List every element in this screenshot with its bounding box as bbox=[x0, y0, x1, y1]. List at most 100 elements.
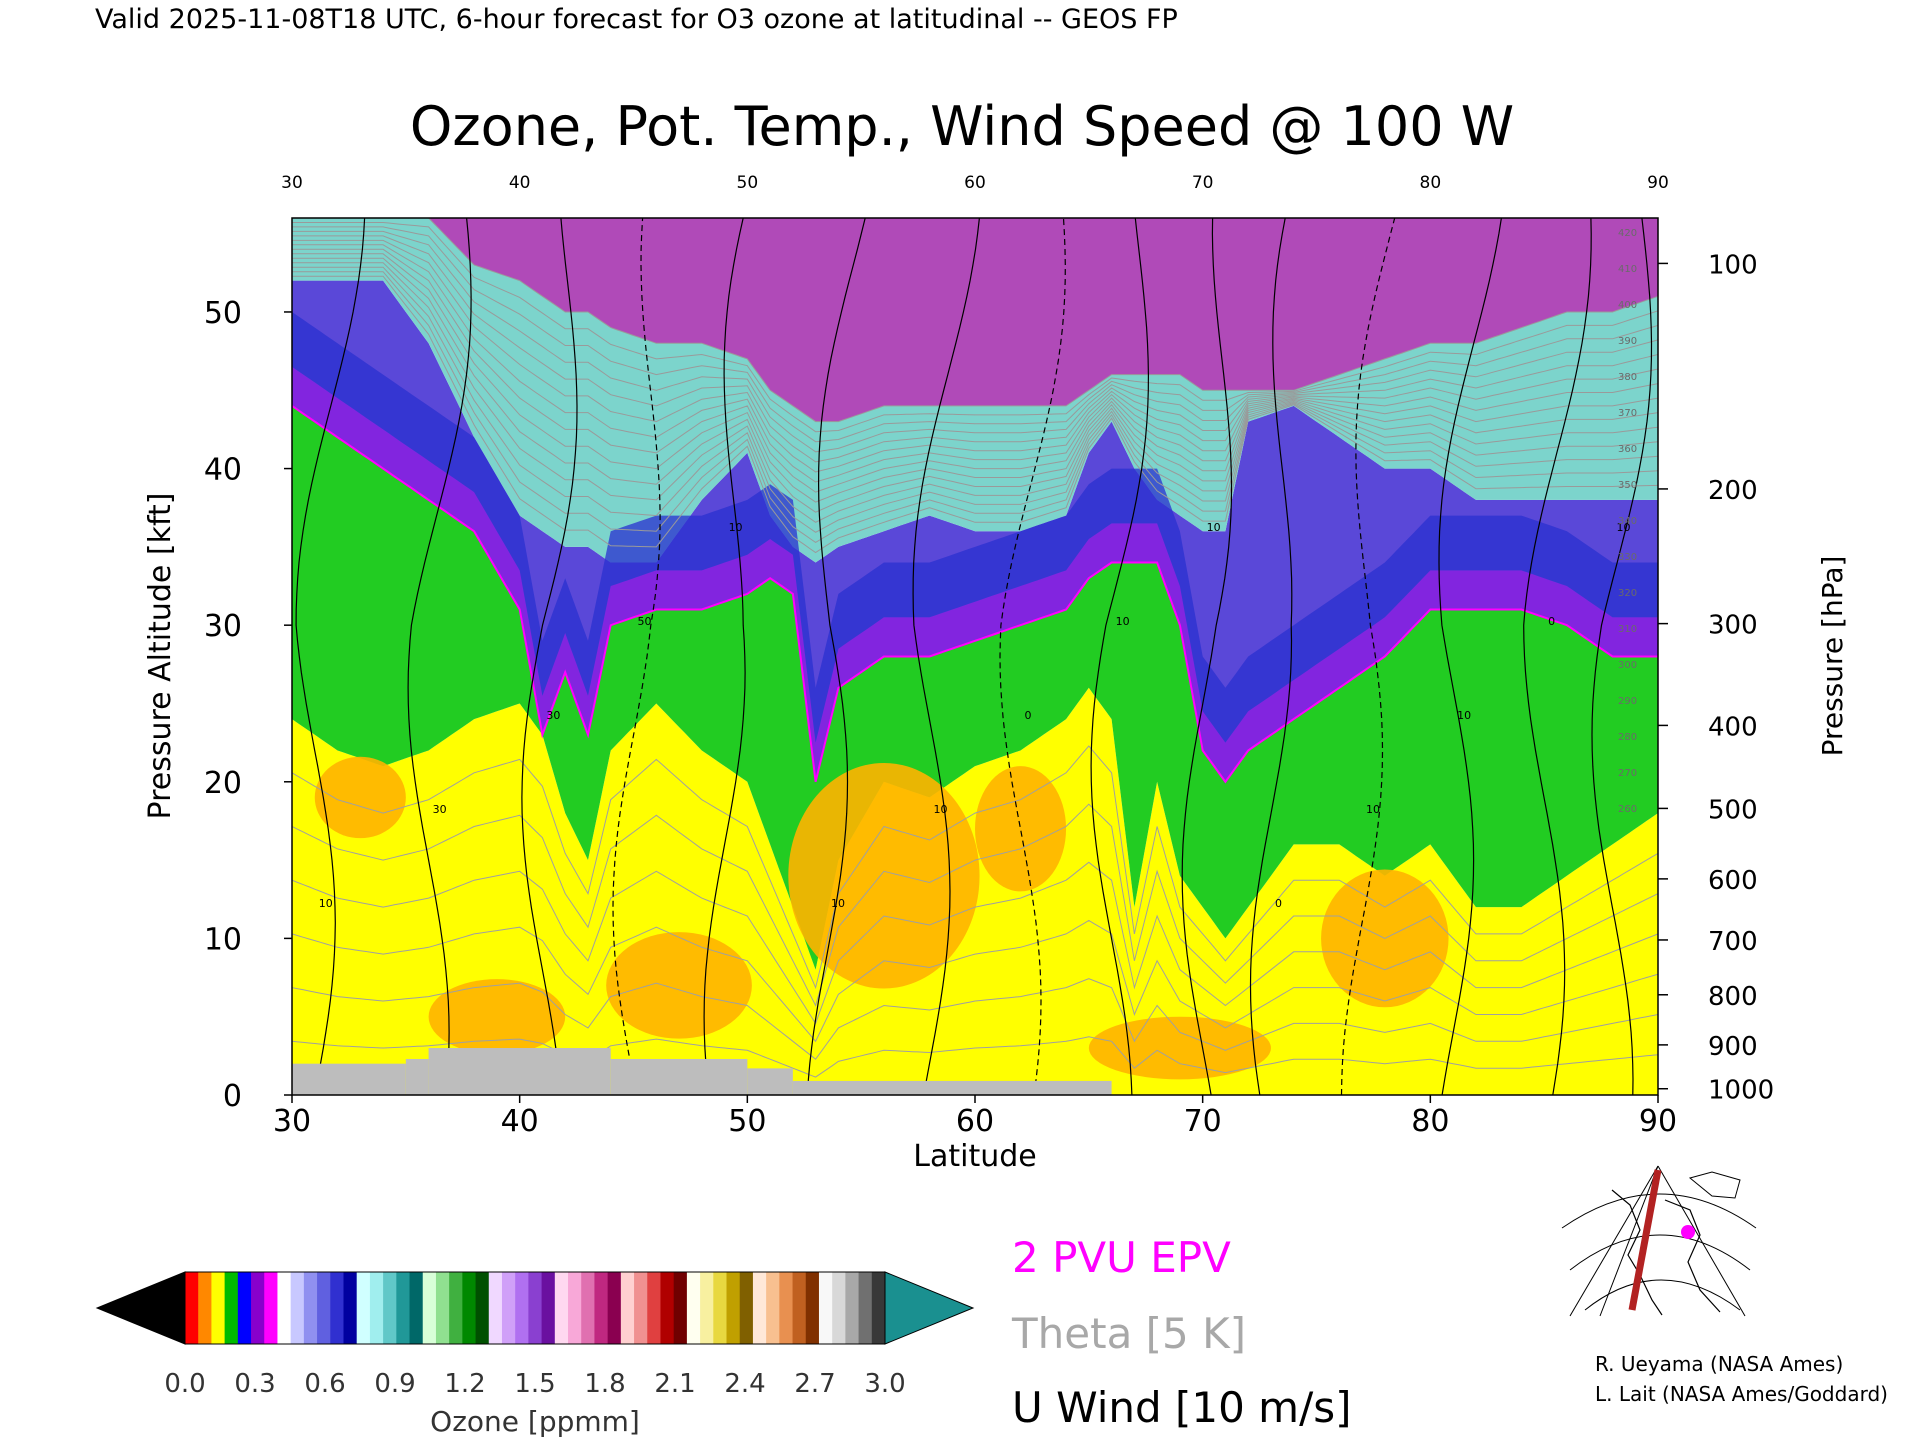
u-wind-contour bbox=[1340, 218, 1396, 1095]
terrain-block bbox=[292, 1063, 406, 1095]
top-x-tick-label: 50 bbox=[737, 173, 759, 193]
x-tick-label: 40 bbox=[501, 1104, 539, 1139]
colorbar-segment bbox=[383, 1272, 397, 1344]
colorbar-segment bbox=[766, 1272, 780, 1344]
wind-contour-label: 10 bbox=[1366, 803, 1380, 816]
colorbar-segment bbox=[475, 1272, 490, 1344]
top-x-tick-label: 30 bbox=[281, 173, 303, 193]
colorbar-segment bbox=[488, 1272, 503, 1344]
colorbar-segment bbox=[343, 1272, 358, 1344]
credit-line-2: L. Lait (NASA Ames/Goddard) bbox=[1595, 1382, 1888, 1406]
pressure-tick-label: 600 bbox=[1708, 866, 1758, 896]
low-ozone-blob bbox=[788, 762, 980, 989]
pressure-tick-label: 200 bbox=[1708, 476, 1758, 506]
x-tick-label: 30 bbox=[273, 1104, 311, 1139]
ozone-field bbox=[292, 218, 1658, 1095]
colorbar-segment bbox=[660, 1272, 675, 1344]
colorbar-segment bbox=[858, 1272, 873, 1344]
colorbar-segment bbox=[251, 1272, 265, 1344]
theta-label: 340 bbox=[1618, 516, 1637, 527]
wind-contour-label: 10 bbox=[1116, 615, 1130, 628]
location-marker bbox=[1681, 1225, 1695, 1239]
surface-terrain bbox=[292, 1048, 1112, 1095]
colorbar-tick-label: 3.0 bbox=[864, 1369, 905, 1399]
wind-contour-label: 10 bbox=[1616, 521, 1630, 534]
colorbar-segment bbox=[568, 1272, 582, 1344]
pressure-tick-label: 1000 bbox=[1708, 1076, 1774, 1106]
terrain-block bbox=[610, 1058, 748, 1095]
u-wind-contour bbox=[1090, 218, 1150, 1095]
y-tick-label: 0 bbox=[223, 1079, 242, 1114]
theta-label: 260 bbox=[1618, 804, 1637, 815]
colorbar-segment bbox=[554, 1272, 569, 1344]
u-wind-contour bbox=[1438, 218, 1502, 1095]
colorbar-segment bbox=[369, 1272, 384, 1344]
theta-label: 270 bbox=[1618, 768, 1637, 779]
colorbar-label: Ozone [ppmm] bbox=[430, 1405, 640, 1438]
tropopause-purple-layer bbox=[292, 366, 1658, 782]
theta-label: 330 bbox=[1618, 552, 1637, 563]
theta-contour bbox=[292, 271, 1658, 543]
terrain-block bbox=[405, 1058, 429, 1095]
colorbar-segment bbox=[277, 1272, 292, 1344]
low-ozone-blob bbox=[428, 979, 566, 1055]
x-tick-label: 60 bbox=[956, 1104, 994, 1139]
colorbar-segment bbox=[528, 1272, 543, 1344]
low-ozone-blob bbox=[1088, 1016, 1271, 1080]
colorbar-segment bbox=[237, 1272, 252, 1344]
theta-contour bbox=[292, 235, 1658, 463]
colorbar-tick-label: 0.6 bbox=[304, 1369, 345, 1399]
u-wind-contour bbox=[1181, 218, 1233, 1095]
theta-label: 320 bbox=[1618, 588, 1637, 599]
colorbar-segment bbox=[739, 1272, 754, 1344]
y-tick-label: 30 bbox=[204, 609, 242, 644]
y-tick-label: 10 bbox=[204, 922, 242, 957]
theta-label: 290 bbox=[1618, 696, 1637, 707]
colorbar-segment bbox=[330, 1272, 344, 1344]
theta-contour bbox=[292, 861, 1658, 1025]
colorbar-segment bbox=[501, 1272, 516, 1344]
theta-label: 280 bbox=[1618, 732, 1637, 743]
top-x-tick-label: 70 bbox=[1192, 173, 1214, 193]
top-x-tick-label: 40 bbox=[509, 173, 531, 193]
y-tick-label: 40 bbox=[204, 453, 242, 488]
theta-label: 390 bbox=[1618, 336, 1637, 347]
contour-lines: 10 30 30 50 10 10 10 0 10 10 0 10 10 0 10 420 410 400 390 3… bbox=[292, 218, 1658, 1095]
pressure-tick-label: 800 bbox=[1708, 982, 1758, 1012]
colorbar-segment bbox=[303, 1272, 318, 1344]
theta-contour bbox=[292, 226, 1658, 443]
colorbar-segment bbox=[634, 1272, 648, 1344]
pressure-tick-label: 900 bbox=[1708, 1032, 1758, 1062]
u-wind-contour bbox=[612, 218, 661, 1095]
colorbar-segment bbox=[264, 1272, 278, 1344]
valid-time-header: Valid 2025-11-08T18 UTC, 6-hour forecast… bbox=[95, 4, 1178, 35]
theta-contour bbox=[292, 248, 1658, 493]
theta-contour bbox=[292, 978, 1658, 1060]
theta-label: 300 bbox=[1618, 660, 1637, 671]
colorbar-segment bbox=[752, 1272, 767, 1344]
colorbar-segment bbox=[686, 1272, 701, 1344]
pressure-tick-label: 400 bbox=[1708, 712, 1758, 742]
colorbar-segment bbox=[832, 1272, 846, 1344]
y-tick-label: 50 bbox=[204, 296, 242, 331]
theta-contour bbox=[292, 919, 1658, 1043]
colorbar-segment bbox=[805, 1272, 820, 1344]
x-axis-label: Latitude bbox=[913, 1139, 1036, 1174]
theta-contour bbox=[292, 239, 1658, 473]
wind-contour-label: 30 bbox=[546, 709, 560, 722]
wind-contour-label: 30 bbox=[433, 803, 447, 816]
colorbar-segment bbox=[422, 1272, 437, 1344]
colorbar-segment bbox=[356, 1272, 371, 1344]
colorbar-segment bbox=[409, 1272, 424, 1344]
chart-title: Ozone, Pot. Temp., Wind Speed @ 100 W bbox=[410, 95, 1514, 158]
wind-contour-label: 10 bbox=[933, 803, 947, 816]
low-ozone-blob bbox=[314, 756, 406, 839]
wind-contour-label: 10 bbox=[319, 897, 333, 910]
colorbar-segment bbox=[871, 1272, 886, 1344]
wind-contour-label: 10 bbox=[1457, 709, 1471, 722]
colorbar-segment bbox=[515, 1272, 529, 1344]
tropopause-blue-layer bbox=[292, 312, 1658, 743]
wind-contour-label: 10 bbox=[1207, 521, 1221, 534]
colorbar-segment bbox=[211, 1272, 226, 1344]
